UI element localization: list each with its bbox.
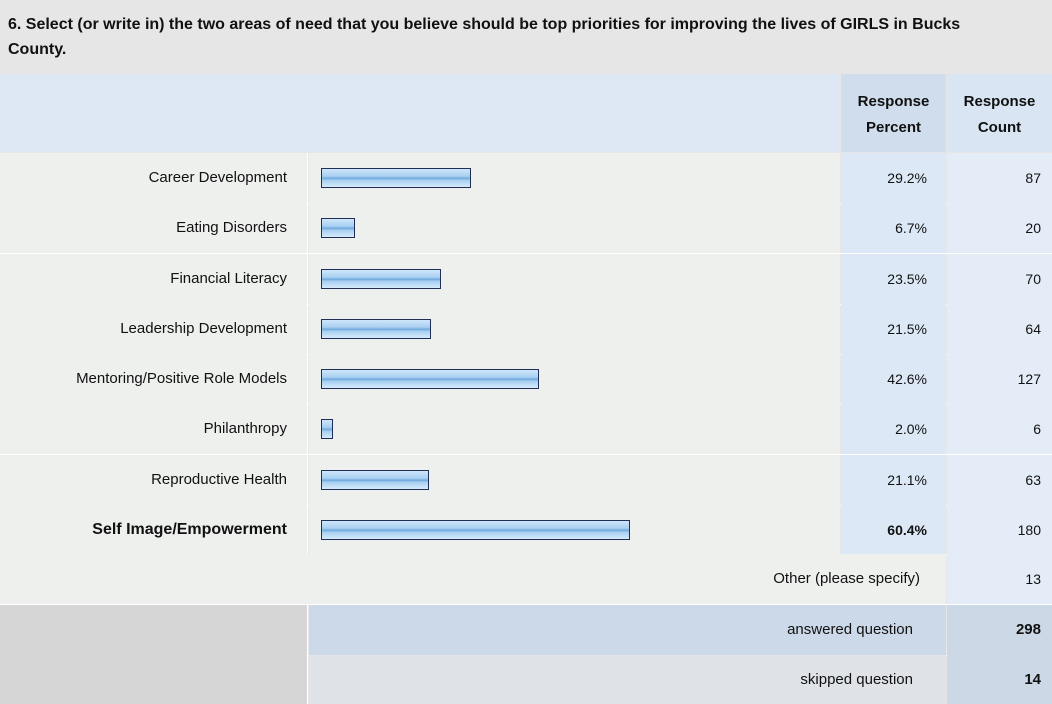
response-count: 63	[1025, 472, 1041, 488]
answer-label-cell: Mentoring/Positive Role Models	[0, 354, 308, 404]
answer-label-cell: Eating Disorders	[0, 203, 308, 253]
bar-cell	[309, 304, 840, 354]
table-row: Financial Literacy 23.5% 70	[0, 254, 1052, 305]
response-count: 180	[1017, 522, 1041, 538]
header-response-count: Response Count	[947, 74, 1052, 152]
response-count: 64	[1025, 321, 1041, 337]
bar-cell	[309, 254, 840, 304]
other-count: 13	[1025, 571, 1041, 587]
answer-label: Self Image/Empowerment	[92, 521, 287, 538]
response-percent: 2.0%	[895, 421, 927, 437]
question-line-1: 6. Select (or write in) the two areas of…	[8, 16, 961, 33]
response-count: 70	[1025, 271, 1041, 287]
response-percent: 60.4%	[887, 522, 927, 538]
answer-label-cell: Career Development	[0, 153, 308, 203]
table-row: Leadership Development 21.5% 64	[0, 304, 1052, 355]
answered-count: 298	[1015, 621, 1041, 638]
response-count: 6	[1033, 421, 1041, 437]
bar	[321, 520, 630, 540]
bar-cell	[309, 404, 840, 454]
count-cell: 87	[947, 153, 1052, 203]
header-percent-line1: Response	[857, 93, 930, 110]
table-row: Self Image/Empowerment 60.4% 180	[0, 505, 1052, 556]
percent-cell: 23.5%	[841, 254, 946, 304]
response-count: 127	[1017, 371, 1041, 387]
other-count-cell: 13	[947, 554, 1052, 604]
count-cell: 6	[947, 404, 1052, 454]
percent-cell: 6.7%	[841, 203, 946, 253]
percent-cell: 29.2%	[841, 153, 946, 203]
count-cell: 64	[947, 304, 1052, 354]
response-percent: 42.6%	[887, 371, 927, 387]
response-percent: 21.1%	[887, 472, 927, 488]
bar	[321, 269, 441, 289]
percent-cell: 60.4%	[841, 505, 946, 555]
bar	[321, 168, 471, 188]
percent-cell: 42.6%	[841, 354, 946, 404]
question-title: 6. Select (or write in) the two areas of…	[0, 0, 1052, 74]
header-blank	[0, 74, 840, 152]
question-line-2: County.	[8, 41, 67, 58]
table-row: Reproductive Health 21.1% 63	[0, 455, 1052, 506]
percent-cell: 21.1%	[841, 455, 946, 505]
answer-label: Reproductive Health	[151, 471, 287, 488]
answer-label-cell: Leadership Development	[0, 304, 308, 354]
table-row: Eating Disorders 6.7% 20	[0, 203, 1052, 254]
other-label-cell: Other (please specify)	[0, 554, 946, 604]
response-percent: 21.5%	[887, 321, 927, 337]
header-count-line2: Count	[977, 119, 1022, 136]
answered-row: answered question 298	[0, 605, 1052, 656]
table-row: Mentoring/Positive Role Models 42.6% 127	[0, 354, 1052, 405]
answer-label: Career Development	[148, 169, 287, 186]
other-row: Other (please specify) 13	[0, 554, 1052, 605]
bar-cell	[309, 153, 840, 203]
answer-label-cell: Self Image/Empowerment	[0, 505, 308, 555]
count-cell: 180	[947, 505, 1052, 555]
count-cell: 20	[947, 203, 1052, 253]
answer-label: Philanthropy	[203, 420, 287, 437]
header-percent-line2: Percent	[865, 119, 922, 136]
header-count-line1: Response	[963, 93, 1036, 110]
bar-cell	[309, 505, 840, 555]
answer-label: Eating Disorders	[176, 219, 287, 236]
header-response-percent: Response Percent	[841, 74, 946, 152]
count-cell: 63	[947, 455, 1052, 505]
table-row: Philanthropy 2.0% 6	[0, 404, 1052, 455]
response-count: 20	[1025, 220, 1041, 236]
answer-label-cell: Philanthropy	[0, 404, 308, 454]
bar-cell	[309, 203, 840, 253]
response-count: 87	[1025, 170, 1041, 186]
answer-label: Leadership Development	[120, 320, 287, 337]
skipped-count: 14	[1024, 671, 1041, 688]
bar	[321, 319, 431, 339]
percent-cell: 21.5%	[841, 304, 946, 354]
percent-cell: 2.0%	[841, 404, 946, 454]
count-cell: 127	[947, 354, 1052, 404]
answer-label: Mentoring/Positive Role Models	[76, 370, 287, 387]
answered-label: answered question	[787, 621, 913, 638]
response-percent: 23.5%	[887, 271, 927, 287]
bar	[321, 470, 429, 490]
answer-label-cell: Reproductive Health	[0, 455, 308, 505]
bar	[321, 369, 539, 389]
count-cell: 70	[947, 254, 1052, 304]
bar	[321, 419, 333, 439]
answer-label-cell: Financial Literacy	[0, 254, 308, 304]
table-row: Career Development 29.2% 87	[0, 153, 1052, 204]
other-label: Other (please specify)	[773, 570, 920, 587]
bar	[321, 218, 355, 238]
response-percent: 29.2%	[887, 170, 927, 186]
skipped-label: skipped question	[800, 671, 913, 688]
answer-label: Financial Literacy	[170, 270, 287, 287]
bar-cell	[309, 354, 840, 404]
skipped-row: skipped question 14	[0, 655, 1052, 704]
bar-cell	[309, 455, 840, 505]
response-percent: 6.7%	[895, 220, 927, 236]
